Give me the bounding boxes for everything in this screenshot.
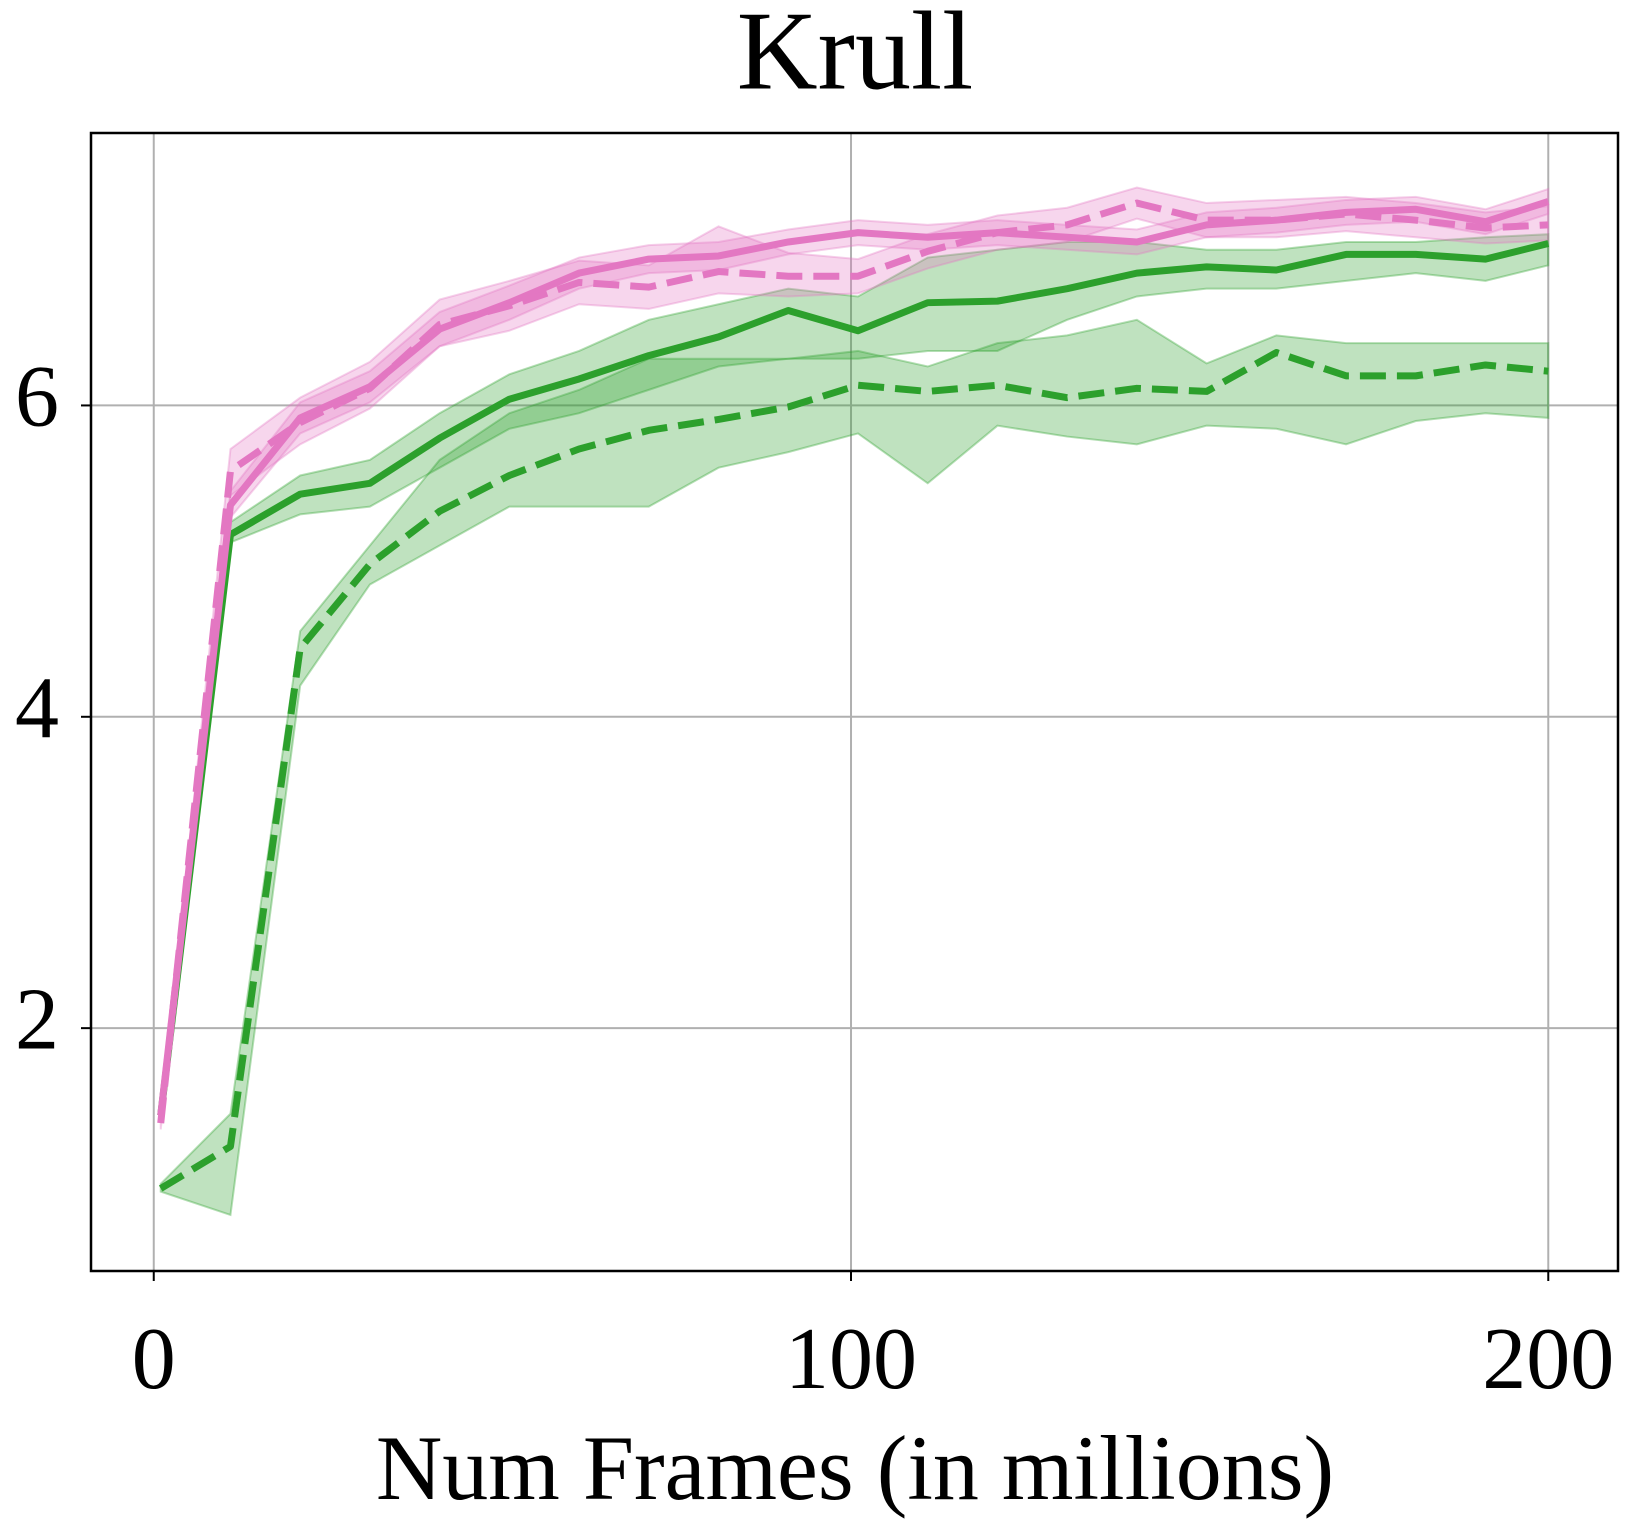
chart-title: Krull [737, 0, 973, 114]
x-tick-label: 200 [1482, 1311, 1614, 1408]
x-axis-label: Num Frames (in millions) [376, 1417, 1334, 1519]
x-tick-label: 100 [785, 1311, 917, 1408]
confidence-band [159, 318, 1550, 1217]
confidence-band [159, 186, 1550, 1130]
plot-frame [89, 131, 1620, 1273]
x-tick-label: 0 [132, 1311, 176, 1408]
confidence-band [159, 233, 1550, 1119]
line-series [157, 240, 1550, 1116]
confidence-band [159, 187, 1550, 1122]
y-tick-label: 6 [15, 349, 59, 446]
line-series [157, 199, 1549, 1124]
y-tick-label: 4 [15, 660, 59, 757]
y-tick-label: 2 [15, 971, 59, 1068]
line-series [158, 349, 1549, 1192]
